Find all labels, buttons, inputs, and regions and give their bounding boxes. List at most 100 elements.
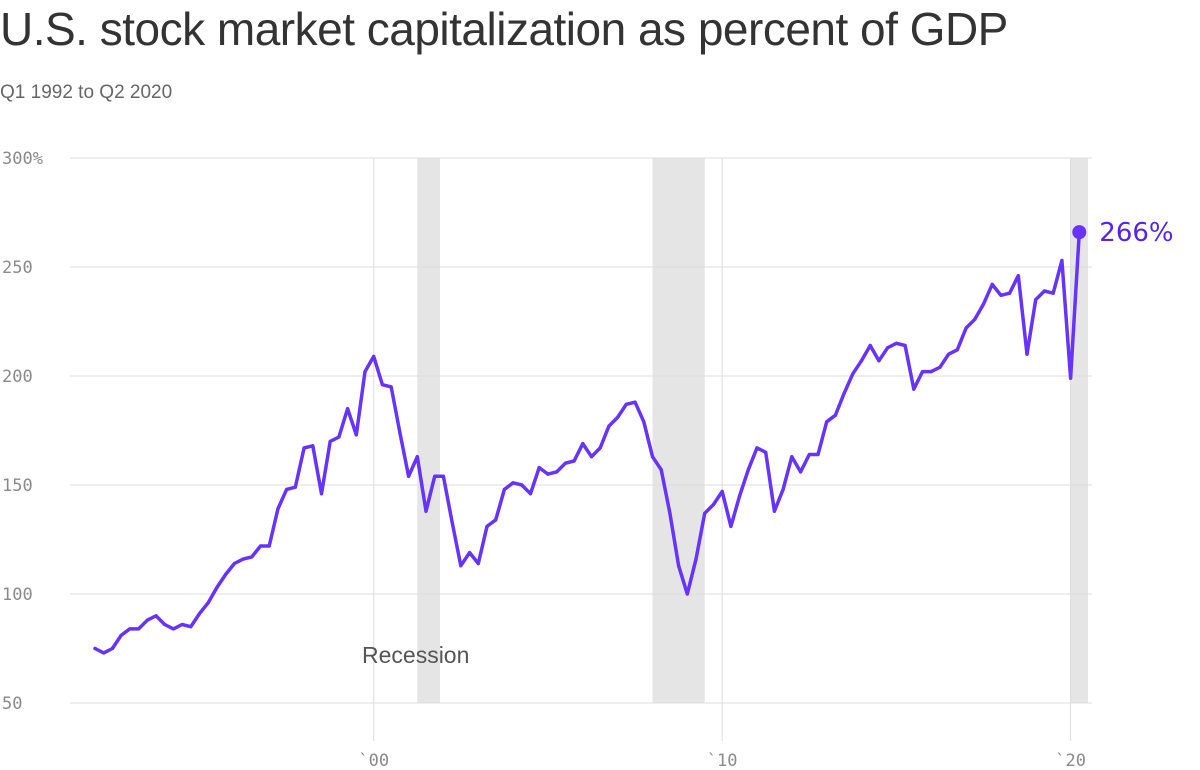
data-point: [1016, 274, 1020, 278]
data-point: [589, 455, 594, 459]
data-points: [93, 230, 1081, 655]
x-tick-label: `10: [707, 751, 738, 770]
data-point: [363, 370, 367, 374]
data-point: [973, 317, 977, 321]
data-point: [929, 370, 933, 374]
data-point: [677, 564, 681, 568]
y-tick-label: 50: [2, 694, 22, 714]
data-point: [546, 472, 550, 476]
data-point: [407, 474, 411, 478]
data-point: [354, 433, 358, 437]
y-tick-label: 200: [2, 367, 33, 387]
data-point: [171, 627, 175, 631]
data-point: [241, 557, 245, 561]
data-point: [886, 346, 890, 350]
data-point: [555, 470, 559, 474]
data-point: [938, 365, 942, 369]
recession-annotation: Recession: [362, 642, 469, 668]
data-point: [337, 435, 341, 439]
data-point: [415, 455, 419, 459]
data-point: [703, 511, 707, 515]
data-point: [607, 424, 611, 428]
data-point: [947, 352, 951, 356]
data-point: [1051, 291, 1055, 295]
chart-subtitle: Q1 1992 to Q2 2020: [0, 82, 173, 103]
data-point: [799, 470, 803, 474]
data-point: [668, 511, 672, 515]
data-point: [598, 446, 602, 450]
data-point: [424, 509, 428, 513]
data-point: [311, 444, 315, 448]
data-point: [581, 442, 585, 446]
data-point: [145, 618, 149, 622]
data-point: [285, 487, 289, 491]
data-point: [825, 420, 829, 424]
data-point: [1069, 376, 1073, 380]
data-point: [755, 446, 759, 450]
data-point: [764, 450, 768, 454]
data-point: [781, 487, 785, 491]
y-tick-label: 150: [2, 476, 33, 496]
data-point: [380, 383, 384, 387]
data-point: [476, 561, 480, 566]
data-point: [633, 400, 637, 404]
data-point: [502, 487, 506, 491]
data-point: [102, 651, 106, 655]
data-point: [293, 485, 297, 489]
data-point: [903, 343, 907, 348]
data-point: [433, 474, 437, 478]
data-point: [990, 282, 994, 286]
x-axis-ticks: `00 `10 `20: [358, 751, 1086, 770]
data-point: [197, 612, 202, 616]
data-point: [163, 622, 167, 627]
end-value-label: 266%: [1099, 218, 1173, 248]
data-point: [224, 572, 228, 577]
data-point: [137, 627, 141, 631]
y-tick-label: 250: [2, 258, 33, 278]
data-point: [154, 614, 158, 618]
data-point: [1008, 291, 1012, 295]
data-point: [328, 439, 332, 443]
data-point: [119, 633, 123, 638]
data-point: [572, 459, 576, 463]
data-point: [128, 627, 132, 631]
end-point-marker: [1072, 225, 1087, 240]
recession-bands: [417, 158, 1088, 703]
y-axis-ticks: 50 100 150 200 250 300%: [2, 149, 43, 714]
data-point: [877, 359, 881, 363]
data-point: [772, 509, 777, 513]
data-point: [868, 343, 872, 348]
data-point: [851, 372, 855, 376]
data-point: [807, 452, 811, 457]
recession-band: [652, 158, 705, 703]
data-point: [511, 481, 515, 485]
data-point: [1042, 289, 1046, 293]
data-point: [650, 455, 655, 459]
data-point: [450, 520, 454, 524]
data-point: [494, 518, 498, 522]
data-point: [485, 524, 489, 529]
data-point: [1034, 298, 1038, 302]
x-tick-label: `20: [1055, 751, 1086, 770]
data-point: [520, 483, 524, 487]
data-point: [346, 407, 350, 411]
data-point: [981, 302, 986, 306]
data-point: [685, 592, 689, 596]
y-tick-label: 300%: [2, 149, 43, 169]
data-point: [746, 468, 750, 472]
data-point: [1060, 258, 1064, 263]
data-point: [816, 452, 820, 457]
data-point: [894, 341, 899, 345]
data-point: [1025, 352, 1029, 356]
data-point: [720, 489, 724, 494]
data-point: [920, 370, 925, 374]
recession-band: [417, 158, 440, 703]
data-point: [276, 507, 280, 511]
data-point: [616, 415, 620, 419]
data-point: [642, 420, 646, 424]
data-point: [398, 431, 402, 435]
chart-title: U.S. stock market capitalization as perc…: [0, 3, 1008, 55]
data-point: [659, 468, 663, 472]
data-point: [206, 601, 210, 605]
